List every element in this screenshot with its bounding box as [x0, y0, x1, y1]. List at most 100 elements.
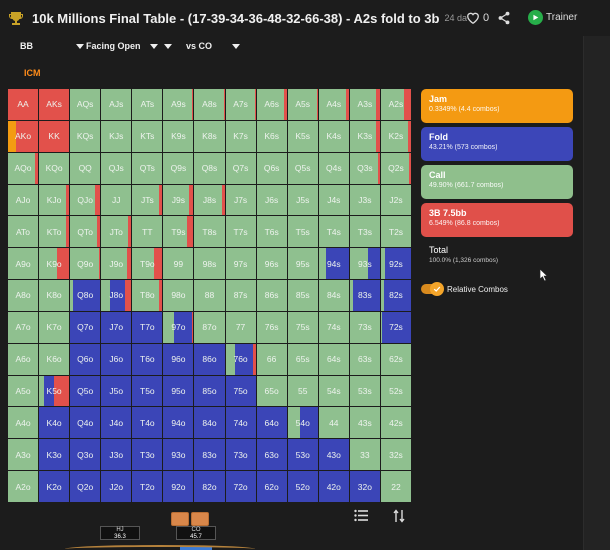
hand-cell[interactable]: 93s [349, 248, 381, 281]
hand-cell[interactable]: 98s [194, 248, 226, 281]
hand-cell[interactable]: A2s [380, 89, 412, 121]
hand-cell[interactable]: J2s [380, 184, 412, 217]
hand-cell[interactable]: TT [132, 216, 164, 249]
hand-cell[interactable]: QJo [70, 184, 102, 217]
hand-cell[interactable]: AKs [39, 89, 71, 121]
hand-cell[interactable]: AQo [8, 152, 40, 185]
hand-cell[interactable]: 62s [380, 343, 412, 376]
hand-cell[interactable]: KQs [70, 120, 102, 153]
hand-cell[interactable]: 52o [287, 471, 319, 503]
hand-cell[interactable]: KJo [39, 184, 71, 217]
action-fold[interactable]: Fold 43.21% (573 combos) [421, 127, 573, 161]
hand-cell[interactable]: 64s [318, 343, 350, 376]
hand-cell[interactable]: AQs [70, 89, 102, 121]
hand-cell[interactable]: 88 [194, 280, 226, 312]
hand-cell[interactable]: KTo [39, 216, 71, 249]
hand-cell[interactable]: T3s [349, 216, 381, 249]
hand-cell[interactable]: KTs [132, 120, 164, 153]
hand-cell[interactable]: 83s [349, 280, 381, 312]
hand-cell[interactable]: Q7s [225, 152, 257, 185]
hand-cell[interactable]: J6s [256, 184, 288, 217]
hand-cell[interactable]: K9s [163, 120, 195, 153]
hand-cell[interactable]: J9o [101, 248, 133, 281]
hand-cell[interactable]: 73s [349, 311, 381, 344]
hand-cell[interactable]: 93o [163, 439, 195, 472]
hand-cell[interactable]: J8s [194, 184, 226, 217]
hand-cell[interactable]: 44 [318, 407, 350, 440]
hand-cell[interactable]: 42o [318, 471, 350, 503]
filter-position[interactable]: BB [20, 41, 33, 51]
hand-cell[interactable]: 66 [256, 343, 288, 376]
hand-cell[interactable]: T9s [163, 216, 195, 249]
hand-cell[interactable]: 82o [194, 471, 226, 503]
filter-opponent[interactable]: vs CO [186, 41, 213, 51]
hand-cell[interactable]: QQ [70, 152, 102, 185]
hand-cell[interactable]: 86o [194, 343, 226, 376]
hand-cell[interactable]: ATs [132, 89, 164, 121]
hand-cell[interactable]: T4s [318, 216, 350, 249]
hand-cell[interactable]: A4o [8, 407, 40, 440]
hand-cell[interactable]: A4s [318, 89, 350, 121]
hand-cell[interactable]: QJs [101, 152, 133, 185]
hand-cell[interactable]: 86s [256, 280, 288, 312]
hand-cell[interactable]: A6o [8, 343, 40, 376]
hand-cell[interactable]: Q4o [70, 407, 102, 440]
hand-cell[interactable]: T4o [132, 407, 164, 440]
icm-tab[interactable]: ICM [24, 68, 41, 78]
hand-cell[interactable]: 72o [225, 471, 257, 503]
hand-cell[interactable]: A3s [349, 89, 381, 121]
hand-cell[interactable]: 92s [380, 248, 412, 281]
hand-cell[interactable]: 96o [163, 343, 195, 376]
hand-cell[interactable]: 85s [287, 280, 319, 312]
hand-cell[interactable]: 92o [163, 471, 195, 503]
hand-cell[interactable]: 43o [318, 439, 350, 472]
hand-cell[interactable]: Q2s [380, 152, 412, 185]
hand-cell[interactable]: A9s [163, 89, 195, 121]
hand-cell[interactable]: 73o [225, 439, 257, 472]
hand-cell[interactable]: K5s [287, 120, 319, 153]
relative-combos-toggle[interactable] [421, 282, 444, 296]
hand-cell[interactable]: 75o [225, 375, 257, 408]
hand-cell[interactable]: J4o [101, 407, 133, 440]
hand-cell[interactable]: K6s [256, 120, 288, 153]
hand-cell[interactable]: J3s [349, 184, 381, 217]
hand-cell[interactable]: 95o [163, 375, 195, 408]
hand-cell[interactable]: A2o [8, 471, 40, 503]
hand-cell[interactable]: 63o [256, 439, 288, 472]
hand-cell[interactable]: 77 [225, 311, 257, 344]
hand-cell[interactable]: K4o [39, 407, 71, 440]
hand-cell[interactable]: KJs [101, 120, 133, 153]
hand-cell[interactable]: KQo [39, 152, 71, 185]
hand-cell[interactable]: AA [8, 89, 40, 121]
action-3bet[interactable]: 3B 7.5bb 6.549% (86.8 combos) [421, 203, 573, 237]
hand-cell[interactable]: 85o [194, 375, 226, 408]
hand-cell[interactable]: K5o [39, 375, 71, 408]
hand-cell[interactable]: A5s [287, 89, 319, 121]
hand-cell[interactable]: 87o [194, 311, 226, 344]
hand-cell[interactable]: 53s [349, 375, 381, 408]
hand-cell[interactable]: 54s [318, 375, 350, 408]
hand-cell[interactable]: 74o [225, 407, 257, 440]
hand-cell[interactable]: K8s [194, 120, 226, 153]
hand-cell[interactable]: T8o [132, 280, 164, 312]
hand-cell[interactable]: Q5o [70, 375, 102, 408]
hand-cell[interactable]: JTo [101, 216, 133, 249]
action-jam[interactable]: Jam 0.3349% (4.4 combos) [421, 89, 573, 123]
hand-cell[interactable]: A3o [8, 439, 40, 472]
hand-cell[interactable]: 22 [380, 471, 412, 503]
hand-cell[interactable]: Q4s [318, 152, 350, 185]
hand-cell[interactable]: 98o [163, 280, 195, 312]
hand-cell[interactable]: AJs [101, 89, 133, 121]
hand-cell[interactable]: K6o [39, 343, 71, 376]
hand-cell[interactable]: T9o [132, 248, 164, 281]
hand-cell[interactable]: A8o [8, 280, 40, 312]
hand-cell[interactable]: T6o [132, 343, 164, 376]
hand-cell[interactable]: 55 [287, 375, 319, 408]
hand-cell[interactable]: J7s [225, 184, 257, 217]
hand-cell[interactable]: AJo [8, 184, 40, 217]
hand-cell[interactable]: 43s [349, 407, 381, 440]
hand-cell[interactable]: A5o [8, 375, 40, 408]
hand-cell[interactable]: K7o [39, 311, 71, 344]
hand-cell[interactable]: 99 [163, 248, 195, 281]
hand-cell[interactable]: ATo [8, 216, 40, 249]
